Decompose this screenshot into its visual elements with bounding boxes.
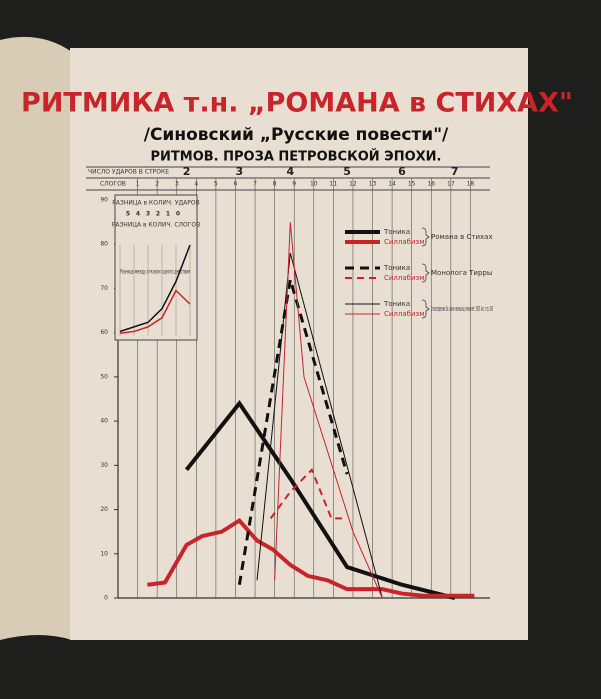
legend-group: Романа в Стихах bbox=[431, 233, 493, 241]
legend-label: Тоника bbox=[383, 228, 410, 236]
legend-label: Силлабизм bbox=[384, 274, 425, 282]
legend-label: Тоника bbox=[383, 264, 410, 272]
y-tick-label: 60 bbox=[100, 329, 108, 336]
legend-brace bbox=[421, 299, 430, 319]
y-tick-label: 30 bbox=[100, 462, 108, 469]
series-line bbox=[147, 518, 475, 598]
x2-tick-label: 3 bbox=[236, 165, 244, 178]
page bbox=[70, 48, 528, 640]
legend-group: Монолога Тирры bbox=[431, 269, 492, 277]
legend-group: Стихотворения: Вс. жалю несмысны, мелькн… bbox=[431, 305, 493, 313]
x2-label: ЧИСЛО УДАРОВ В СТРОКЕ bbox=[88, 169, 169, 176]
subtitle2: РИТМОВ. ПРОЗА ПЕТРОВСКОЙ ЭПОХИ. bbox=[151, 149, 442, 165]
x2-tick-label: 4 bbox=[286, 165, 294, 178]
inset-category: 1 bbox=[166, 211, 170, 218]
y-tick-label: 80 bbox=[100, 241, 108, 248]
y-tick-label: 10 bbox=[100, 550, 108, 557]
series-line bbox=[274, 222, 383, 599]
y-tick-label: 20 bbox=[100, 506, 108, 513]
y-tick-label: 40 bbox=[100, 418, 108, 425]
inset-category: 4 bbox=[136, 211, 140, 218]
series-line bbox=[269, 467, 348, 520]
x2-tick-label: 2 bbox=[183, 165, 191, 178]
series-line bbox=[119, 289, 191, 335]
legend-brace bbox=[421, 263, 430, 283]
legend-brace bbox=[421, 227, 430, 247]
inset-category: 3 bbox=[146, 211, 150, 218]
inset-note: Разница между отказом одного действия bbox=[120, 269, 190, 276]
x2-tick-label: 6 bbox=[398, 165, 406, 178]
inset-title: РАЗНИЦА в КОЛИЧ. УДАРОВ bbox=[112, 200, 200, 207]
inset-category: 0 bbox=[176, 211, 180, 218]
y-tick-label: 50 bbox=[100, 373, 108, 380]
left-page bbox=[0, 36, 72, 640]
x2-tick-label: 7 bbox=[451, 165, 459, 178]
inset-frame bbox=[114, 194, 198, 341]
series-line bbox=[184, 400, 456, 600]
series-line bbox=[119, 244, 191, 333]
y-tick-label: 90 bbox=[100, 197, 108, 204]
inset-category: 2 bbox=[156, 211, 160, 218]
y-tick-label: 70 bbox=[100, 285, 108, 292]
x-label: СЛОГОВ bbox=[100, 181, 126, 188]
subtitle: /Синовский „Русские повести"/ bbox=[144, 125, 449, 145]
legend-label: Тоника bbox=[383, 300, 410, 308]
x2-tick-label: 5 bbox=[343, 165, 351, 178]
legend-label: Силлабизм bbox=[384, 238, 425, 246]
inset-subtitle: РАЗНИЦА в КОЛИЧ. СЛОГОВ bbox=[112, 222, 201, 229]
inset-category: 5 bbox=[126, 211, 130, 218]
y-tick-label: 0 bbox=[104, 595, 108, 602]
legend-label: Силлабизм bbox=[384, 310, 425, 318]
title: РИТМИКА т.н. „РОМАНА в СТИХАХ" bbox=[21, 88, 573, 119]
series-line bbox=[256, 252, 383, 599]
